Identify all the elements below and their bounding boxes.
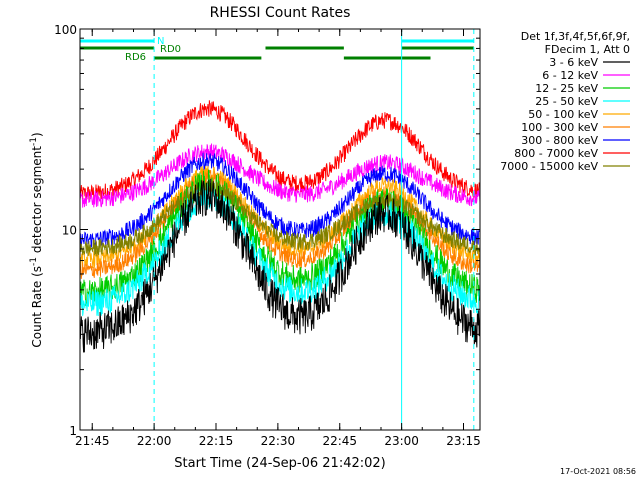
y-tick-label: 100	[54, 23, 77, 37]
chart-title: RHESSI Count Rates	[210, 5, 351, 21]
series-line-800-7000-kev	[80, 100, 480, 201]
flag-label-n: N	[157, 36, 164, 47]
footer-date: 17-Oct-2021 08:56	[560, 467, 636, 476]
x-tick-label: 21:45	[75, 434, 110, 448]
y-axis: 1 10 100	[54, 23, 480, 438]
x-tick-label: 23:15	[446, 434, 481, 448]
legend-label-50-100-kev: 50 - 100 keV	[528, 108, 598, 121]
legend-label-25-50-kev: 25 - 50 keV	[535, 95, 598, 108]
flag-label-rd6: RD6	[125, 52, 146, 63]
series-line-6-12-kev	[80, 143, 480, 208]
x-axis-label: Start Time (24-Sep-06 21:42:02)	[174, 456, 385, 471]
legend-label-12-25-kev: 12 - 25 keV	[535, 82, 598, 95]
series-line-3-6-kev	[80, 178, 480, 353]
legend-label-300-800-kev: 300 - 800 keV	[521, 134, 598, 147]
y-tick-label: 10	[62, 224, 77, 238]
series-line-12-25-kev	[80, 168, 480, 307]
x-tick-label: 22:00	[137, 434, 172, 448]
legend-label-7000-15000-kev: 7000 - 15000 keV	[500, 160, 598, 173]
flag-bars	[80, 39, 474, 60]
x-tick-label: 22:30	[261, 434, 296, 448]
y-tick-label: 1	[69, 424, 77, 438]
y-axis-label: Count Rate (s-1 detector segment-1)	[29, 132, 44, 347]
legend-header-line: FDecim 1, Att 0	[545, 43, 630, 56]
x-tick-label: 23:00	[384, 434, 419, 448]
legend: Det 1f,3f,4f,5f,6f,9f,FDecim 1, Att 03 -…	[500, 30, 630, 173]
series-lines	[80, 100, 480, 353]
series-line-300-800-kev	[80, 152, 480, 249]
legend-label-3-6-kev: 3 - 6 keV	[549, 56, 598, 69]
legend-header-line: Det 1f,3f,4f,5f,6f,9f,	[521, 30, 630, 43]
plot-area	[80, 29, 480, 430]
flag-label-rd0: RD0	[160, 44, 181, 55]
legend-label-800-7000-kev: 800 - 7000 keV	[514, 147, 598, 160]
x-tick-label: 22:15	[199, 434, 234, 448]
legend-label-100-300-kev: 100 - 300 keV	[521, 121, 598, 134]
legend-label-6-12-kev: 6 - 12 keV	[542, 69, 598, 82]
x-tick-label: 22:45	[322, 434, 357, 448]
series-line-7000-15000-kev	[80, 181, 480, 257]
x-axis: 21:45 22:00 22:15 22:30 22:45 23:00 23:15	[75, 29, 481, 448]
